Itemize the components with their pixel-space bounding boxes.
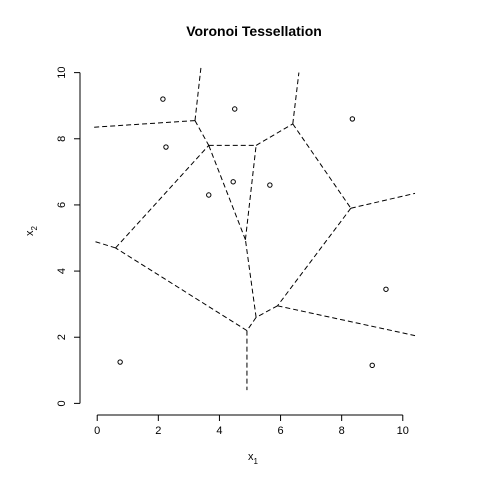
voronoi-edge xyxy=(94,120,196,128)
y-tick-label: 10 xyxy=(56,66,68,78)
data-point xyxy=(267,182,273,188)
voronoi-edge xyxy=(277,207,352,307)
x-tick-label: 2 xyxy=(155,425,161,437)
y-tick-label: 4 xyxy=(56,268,68,274)
voronoi-edge xyxy=(194,120,210,146)
voronoi-edge xyxy=(244,239,257,318)
voronoi-edge xyxy=(194,65,202,121)
voronoi-edges xyxy=(94,65,416,391)
voronoi-edge xyxy=(244,145,257,240)
y-tick-label: 8 xyxy=(56,136,68,142)
voronoi-edge xyxy=(255,123,294,146)
voronoi-edge xyxy=(115,247,248,332)
data-points xyxy=(117,96,389,369)
y-tick-label: 0 xyxy=(56,400,68,406)
voronoi-edge xyxy=(246,317,257,331)
y-axis: 0 2 4 6 8 10 xyxy=(56,66,81,406)
voronoi-edge xyxy=(292,72,300,124)
voronoi-edge xyxy=(94,240,116,249)
data-point xyxy=(230,179,236,185)
x-tick-label: 0 xyxy=(94,425,100,437)
y-axis-label: x2 xyxy=(24,225,39,236)
x-axis: 0 2 4 6 8 10 xyxy=(94,414,409,437)
x-axis-label: x1 xyxy=(248,451,259,466)
data-point xyxy=(117,359,123,365)
voronoi-edge xyxy=(208,145,246,240)
y-tick-label: 6 xyxy=(56,202,68,208)
data-point xyxy=(206,192,212,198)
data-point xyxy=(383,286,389,292)
voronoi-edge xyxy=(255,305,278,318)
x-tick-label: 10 xyxy=(397,425,409,437)
data-point xyxy=(349,116,356,122)
x-tick-label: 4 xyxy=(216,425,222,437)
voronoi-edge xyxy=(277,305,416,337)
plot-area xyxy=(94,65,416,391)
data-point xyxy=(232,106,238,112)
voronoi-edge xyxy=(350,192,416,209)
data-point xyxy=(163,144,169,150)
data-point xyxy=(369,362,375,369)
chart-title: Voronoi Tessellation xyxy=(186,23,322,39)
x-tick-label: 8 xyxy=(339,425,345,437)
voronoi-edge xyxy=(292,123,352,209)
y-tick-label: 2 xyxy=(56,334,68,340)
x-tick-label: 6 xyxy=(277,425,283,437)
data-point xyxy=(160,96,166,102)
voronoi-edge xyxy=(115,145,210,249)
